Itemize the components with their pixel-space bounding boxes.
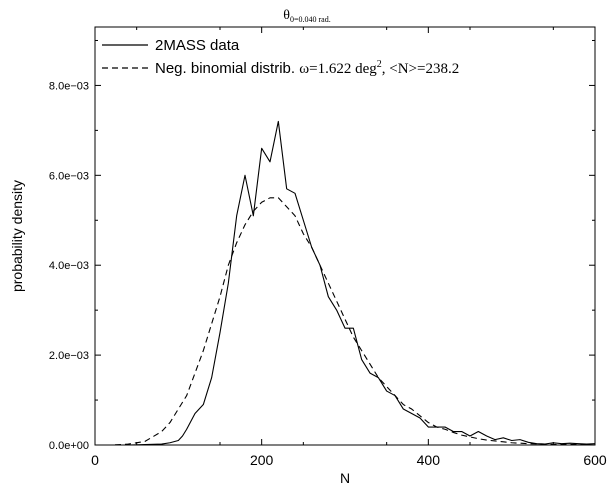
y-axis-label: probability density <box>9 180 25 292</box>
x-tick-label: 200 <box>250 452 274 468</box>
x-tick-label: 0 <box>91 452 99 468</box>
legend-label-negbinomial: Neg. binomial distrib. ω=1.622 deg2, <N>… <box>155 59 459 77</box>
series-line-2mass <box>95 120 596 446</box>
plot-frame <box>94 26 596 446</box>
chart-title-main: θ <box>283 8 290 23</box>
chart-title: θ0=0.040 rad. <box>283 8 330 24</box>
x-axis-label: N <box>340 470 350 486</box>
y-axis-ticks: 0.0e+00 2.0e−03 4.0e−03 6.0e−03 8.0e−03 <box>49 39 595 452</box>
legend-negbinomial-rest: , <N>=238.2 <box>382 61 459 77</box>
chart-title-subscript: 0=0.040 rad. <box>290 15 331 24</box>
legend-label-2mass: 2MASS data <box>155 37 240 54</box>
y-tick-label: 6.0e−03 <box>49 170 89 182</box>
series-line-negbinomial <box>95 197 596 446</box>
legend-negbinomial-omega: ω=1.622 deg <box>299 61 377 77</box>
legend-negbinomial-sup: 2 <box>377 59 382 70</box>
y-tick-label: 2.0e−03 <box>49 350 89 362</box>
legend-negbinomial-prefix: Neg. binomial distrib. <box>155 60 299 77</box>
legend: 2MASS data Neg. binomial distrib. ω=1.62… <box>102 37 459 77</box>
series-layer <box>95 120 596 446</box>
x-tick-label: 400 <box>417 452 441 468</box>
x-axis-ticks: 0 200 400 600 <box>91 27 607 468</box>
x-tick-label: 600 <box>583 452 607 468</box>
y-tick-label: 0.0e+00 <box>49 440 89 452</box>
y-tick-label: 8.0e−03 <box>49 80 89 92</box>
y-tick-label: 4.0e−03 <box>49 260 89 272</box>
